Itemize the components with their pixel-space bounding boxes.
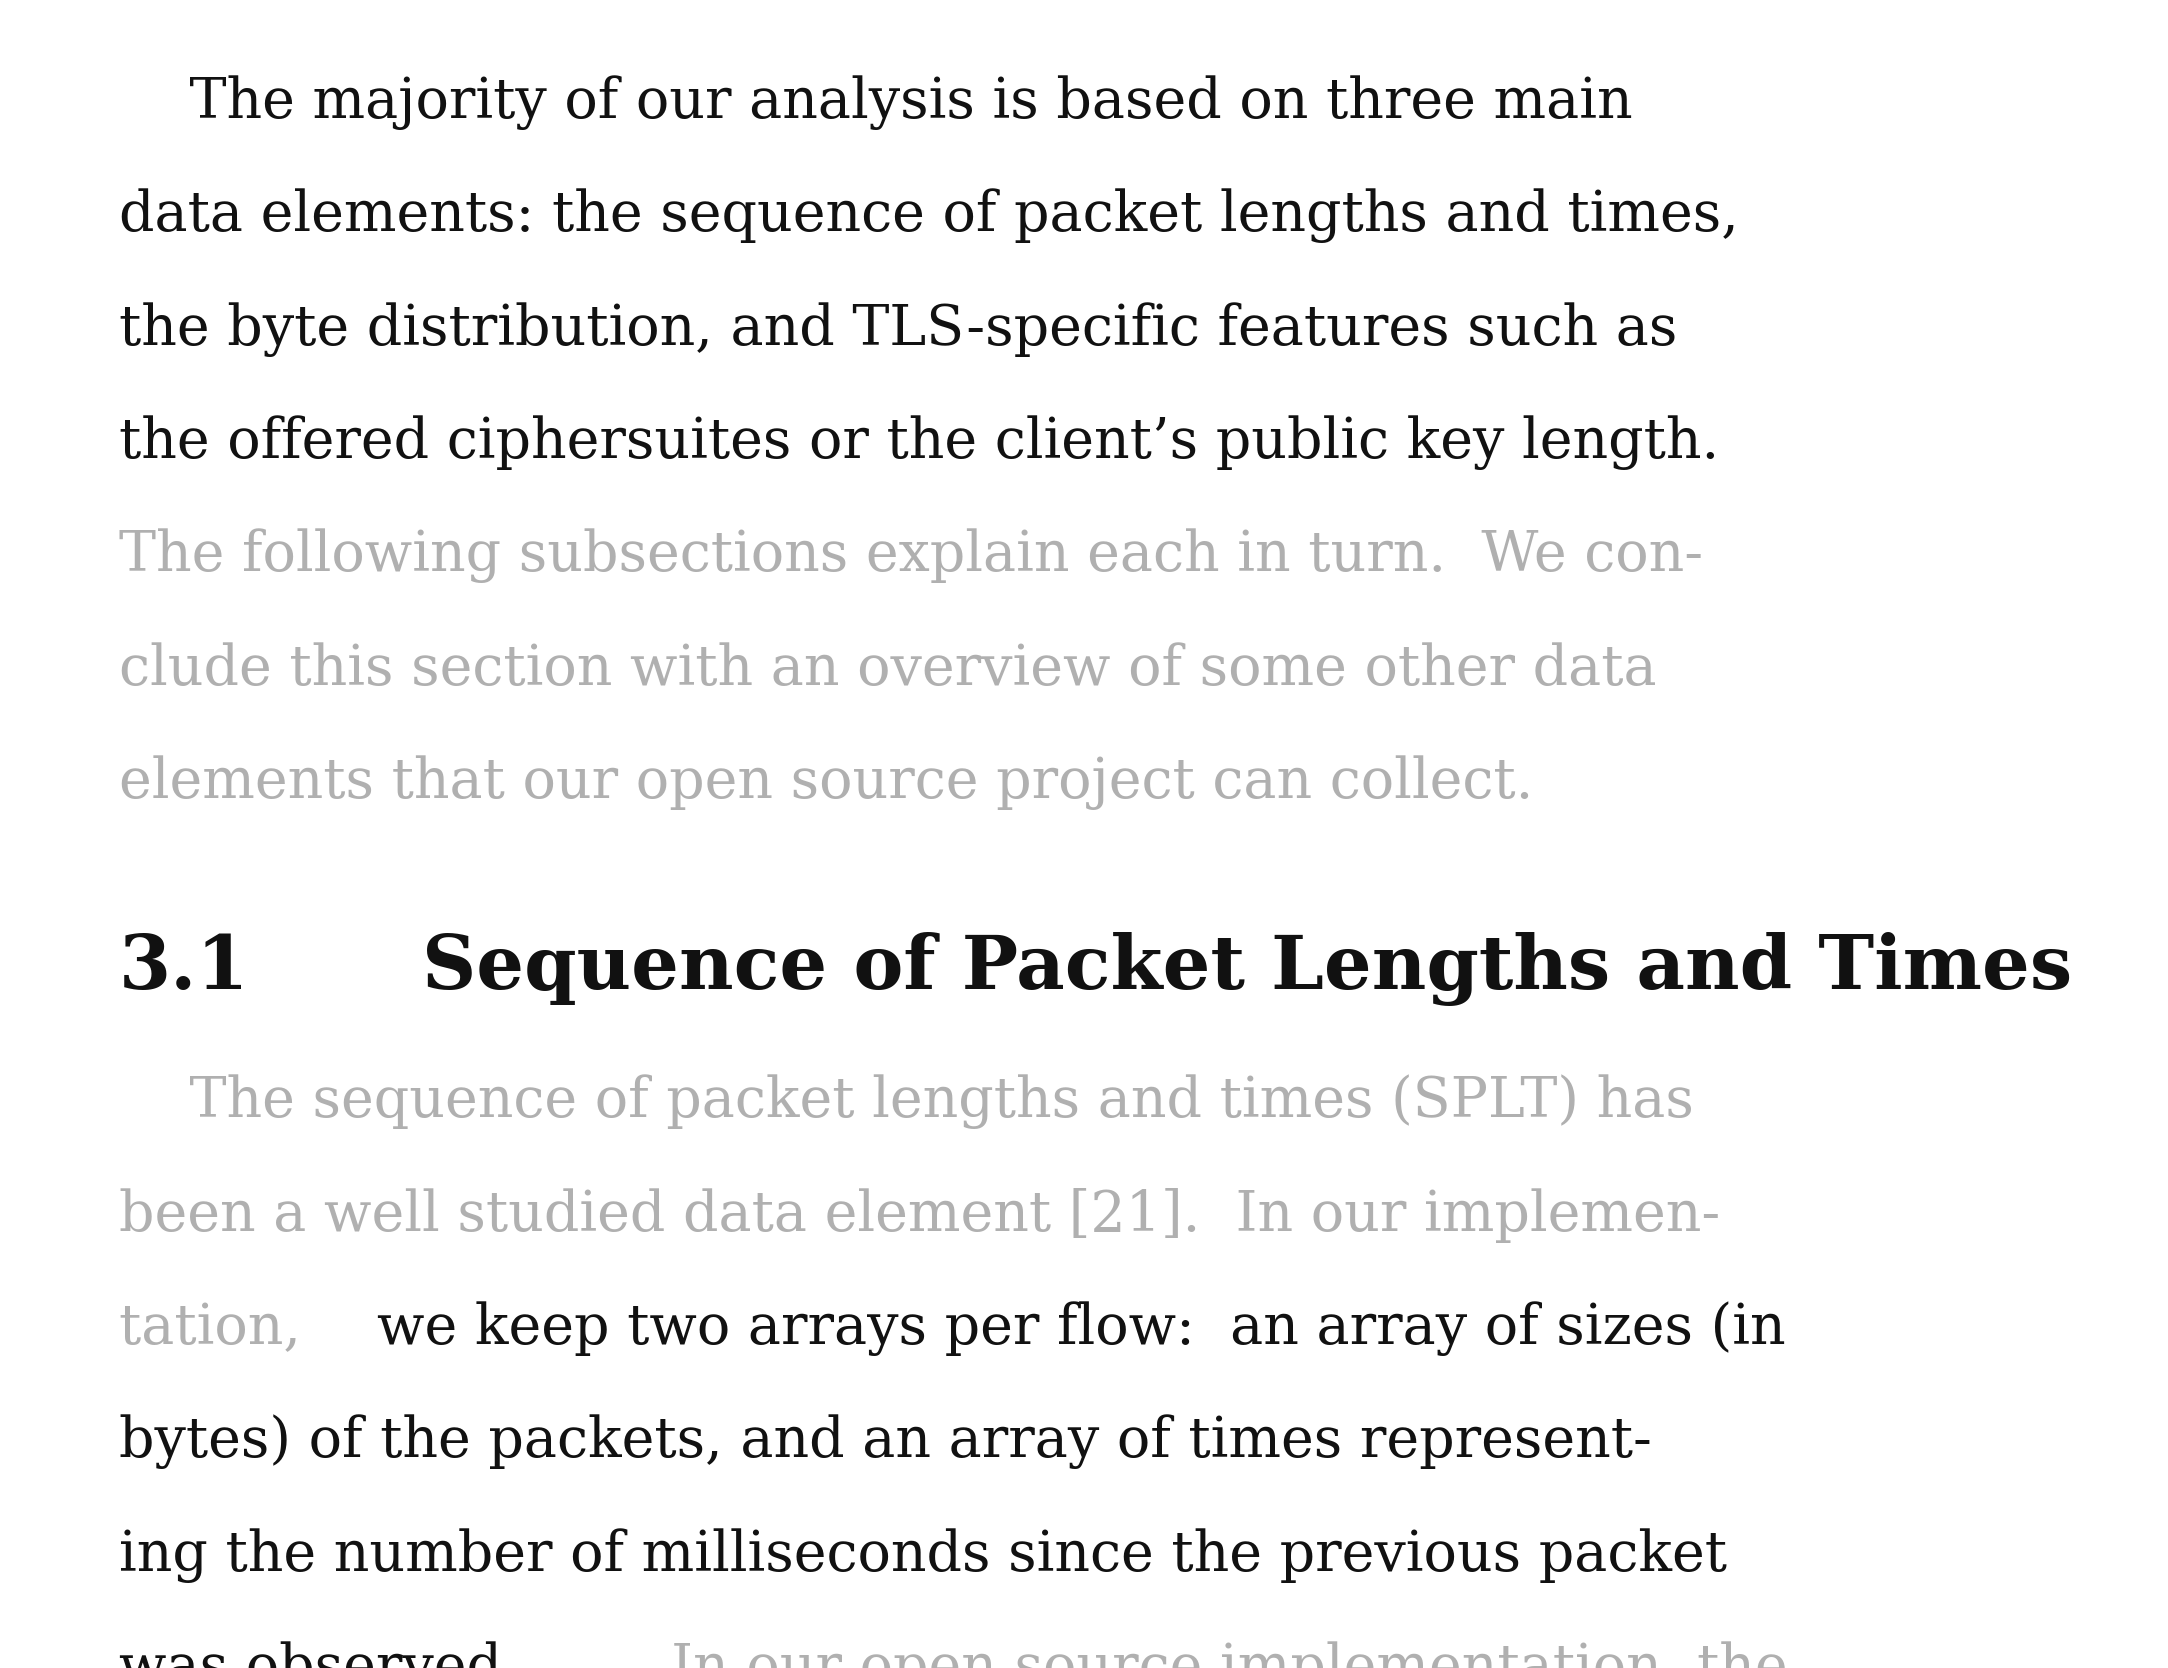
Text: tation,: tation,	[119, 1301, 319, 1356]
Text: the byte distribution, and TLS-specific features such as: the byte distribution, and TLS-specific …	[119, 302, 1678, 357]
Text: The following subsections explain each in turn.  We con-: The following subsections explain each i…	[119, 529, 1704, 584]
Text: ing the number of milliseconds since the previous packet: ing the number of milliseconds since the…	[119, 1528, 1728, 1583]
Text: been a well studied data element [21].  In our implemen-: been a well studied data element [21]. I…	[119, 1188, 1721, 1243]
Text: we keep two arrays per flow:  an array of sizes (in: we keep two arrays per flow: an array of…	[377, 1301, 1786, 1356]
Text: The sequence of packet lengths and times (SPLT) has: The sequence of packet lengths and times…	[119, 1074, 1693, 1129]
Text: bytes) of the packets, and an array of times represent-: bytes) of the packets, and an array of t…	[119, 1414, 1652, 1470]
Text: data elements: the sequence of packet lengths and times,: data elements: the sequence of packet le…	[119, 188, 1739, 244]
Text: elements that our open source project can collect.: elements that our open source project ca…	[119, 756, 1533, 811]
Text: was observed.: was observed.	[119, 1641, 520, 1668]
Text: clude this section with an overview of some other data: clude this section with an overview of s…	[119, 642, 1656, 697]
Text: In our open source implementation, the: In our open source implementation, the	[637, 1641, 1789, 1668]
Text: Sequence of Packet Lengths and Times: Sequence of Packet Lengths and Times	[423, 932, 2073, 1006]
Text: 3.1: 3.1	[119, 932, 249, 1006]
Text: the offered ciphersuites or the client’s public key length.: the offered ciphersuites or the client’s…	[119, 415, 1719, 470]
Text: The majority of our analysis is based on three main: The majority of our analysis is based on…	[119, 75, 1633, 130]
